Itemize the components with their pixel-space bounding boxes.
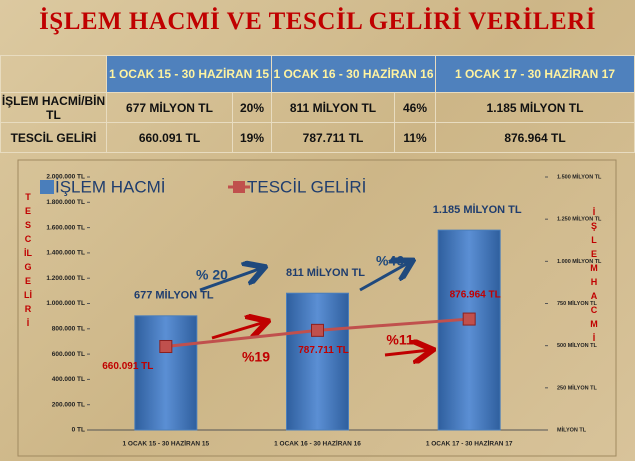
y-tick-label: 0 TL — [72, 427, 85, 434]
cell: 811 MİLYON TL — [271, 92, 395, 123]
line-marker — [462, 312, 476, 326]
line-marker — [311, 323, 324, 337]
y-axis-title: TESCİL GELİRİ — [24, 192, 32, 328]
y-tick-label: 400.000 TL — [52, 376, 85, 383]
arrow — [199, 268, 262, 292]
line-marker — [159, 339, 173, 353]
y-tick-label: 1.000.000 TL — [46, 300, 85, 307]
legend-label: İŞLEM HACMİ — [55, 177, 166, 196]
line-value-label: 660.091 TL — [102, 361, 153, 372]
header-row: 1 OCAK 15 - 30 HAZİRAN 15 1 OCAK 16 - 30… — [0, 55, 635, 93]
bar — [286, 292, 349, 431]
y2-tick-label: MİLYON TL — [557, 426, 587, 433]
x-tick-label: 1 OCAK 15 - 30 HAZİRAN 15 — [122, 440, 209, 448]
x-tick-label: 1 OCAK 17 - 30 HAZİRAN 17 — [426, 440, 513, 448]
y2-tick-label: 750 MİLYON TL — [557, 300, 597, 307]
line-value-label: 876.964 TL — [450, 290, 501, 301]
y2-tick-label: 250 MİLYON TL — [557, 384, 597, 391]
y-tick-label: 200.000 TL — [52, 401, 85, 408]
bar-value-label: 811 MİLYON TL — [286, 266, 365, 279]
line-value-label: 787.711 TL — [298, 345, 349, 356]
y2-tick-label: 1.000 MİLYON TL — [557, 258, 602, 265]
row: TESCİL GELİRİ 660.091 TL 19% 787.711 TL … — [0, 122, 635, 153]
cell: 677 MİLYON TL — [106, 92, 233, 123]
legend-swatch — [233, 181, 245, 193]
period-header: 1 OCAK 17 - 30 HAZİRAN 17 — [435, 55, 635, 93]
annotation: %11 — [386, 332, 413, 348]
y-tick-label: 800.000 TL — [52, 326, 85, 333]
x-tick-label: 1 OCAK 16 - 30 HAZİRAN 16 — [274, 440, 361, 448]
y-tick-label: 600.000 TL — [52, 351, 85, 358]
row: İŞLEM HACMİ/BİN TL 677 MİLYON TL 20% 811… — [0, 92, 635, 123]
bar — [437, 229, 501, 431]
cell: 19% — [232, 122, 272, 153]
annotation: % 20 — [196, 267, 228, 283]
bar — [134, 315, 198, 431]
chart-frame — [17, 159, 617, 457]
bar-value-label: 1.185 MİLYON TL — [433, 203, 522, 216]
y2-tick-label: 500 MİLYON TL — [557, 342, 597, 349]
y2-tick-label: 1.500 MİLYON TL — [557, 173, 602, 180]
y2-tick-label: 1.250 MİLYON TL — [557, 216, 602, 223]
corner — [0, 55, 107, 93]
annotation: %19 — [242, 349, 270, 365]
cell: 1.185 MİLYON TL — [435, 92, 635, 123]
y-tick-label: 1.800.000 TL — [46, 199, 85, 206]
data-table: 1 OCAK 15 - 30 HAZİRAN 15 1 OCAK 16 - 30… — [0, 55, 635, 153]
period-header: 1 OCAK 16 - 30 HAZİRAN 16 — [271, 55, 436, 93]
legend-label: TESCİL GELİRİ — [247, 177, 366, 196]
y-tick-label: 1.400.000 TL — [46, 250, 85, 257]
arrow — [359, 262, 410, 292]
row-label: TESCİL GELİRİ — [0, 122, 107, 153]
cell: 660.091 TL — [106, 122, 233, 153]
arrow — [211, 322, 265, 340]
cell: 11% — [394, 122, 436, 153]
y-tick-label: 2.000.000 TL — [46, 174, 85, 181]
legend-swatch — [40, 180, 54, 194]
slide-title: İŞLEM HACMİ VE TESCİL GELİRİ VERİLERİ — [39, 8, 596, 35]
row-label: İŞLEM HACMİ/BİN TL — [0, 92, 107, 123]
annotation: %46 — [376, 253, 404, 269]
cell: 20% — [232, 92, 272, 123]
y-tick-label: 1.600.000 TL — [46, 224, 85, 231]
cell: 787.711 TL — [271, 122, 395, 153]
cell: 876.964 TL — [435, 122, 635, 153]
bar-value-label: 677 MİLYON TL — [134, 289, 214, 302]
y2-axis-title: İŞLEM HACMİ — [590, 207, 598, 343]
y-tick-label: 1.200.000 TL — [46, 275, 85, 282]
arrow — [384, 350, 430, 355]
